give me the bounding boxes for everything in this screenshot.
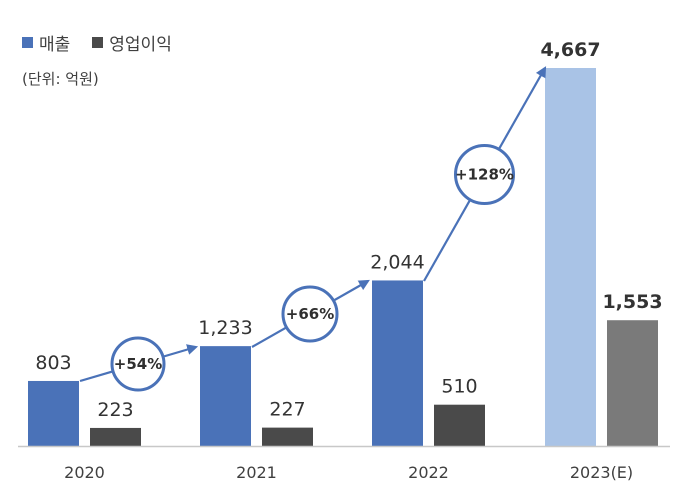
value-label-revenue-2022: 2,044 [370, 251, 424, 273]
bar-revenue-2020 [28, 380, 79, 446]
x-tick-2020: 2020 [64, 463, 105, 482]
growth-badge-3 [454, 144, 515, 205]
bar-operating-profit-2021 [262, 427, 313, 446]
value-label-revenue-2023(E): 4,667 [540, 39, 600, 61]
operating-profit-swatch [92, 37, 104, 48]
legend: 매출 영업이익 [22, 30, 172, 55]
value-label-operating-profit-2022: 510 [441, 376, 477, 398]
legend-label-operating-profit: 영업이익 [109, 35, 172, 55]
revenue-swatch [22, 37, 33, 48]
value-label-operating-profit-2021: 227 [269, 399, 305, 421]
value-label-revenue-2021: 1,233 [198, 317, 252, 339]
value-label-operating-profit-2023(E): 1,553 [602, 291, 662, 313]
x-tick-2021: 2021 [236, 463, 277, 482]
x-tick-2023(E): 2023(E) [570, 463, 633, 482]
growth-label-1: +54% [114, 355, 162, 373]
legend-item-operating-profit: 영업이익 [92, 30, 172, 55]
bar-operating-profit-2022 [434, 404, 485, 446]
x-tick-2022: 2022 [408, 463, 449, 482]
legend-item-revenue: 매출 [22, 30, 70, 55]
growth-badge-1 [110, 336, 166, 392]
growth-label-2: +66% [286, 305, 334, 323]
bar-revenue-2021 [200, 346, 251, 446]
bar-revenue-2023(E) [545, 68, 596, 446]
growth-badge-2 [281, 285, 339, 343]
bar-operating-profit-2020 [90, 427, 141, 446]
bar-revenue-2022 [372, 280, 423, 446]
value-label-revenue-2020: 803 [35, 352, 71, 374]
growth-label-3: +128% [455, 166, 514, 184]
bar-operating-profit-2023(E) [607, 320, 658, 446]
unit-label: (단위: 억원) [22, 70, 99, 88]
value-label-operating-profit-2020: 223 [97, 399, 133, 421]
legend-label-revenue: 매출 [39, 35, 71, 55]
